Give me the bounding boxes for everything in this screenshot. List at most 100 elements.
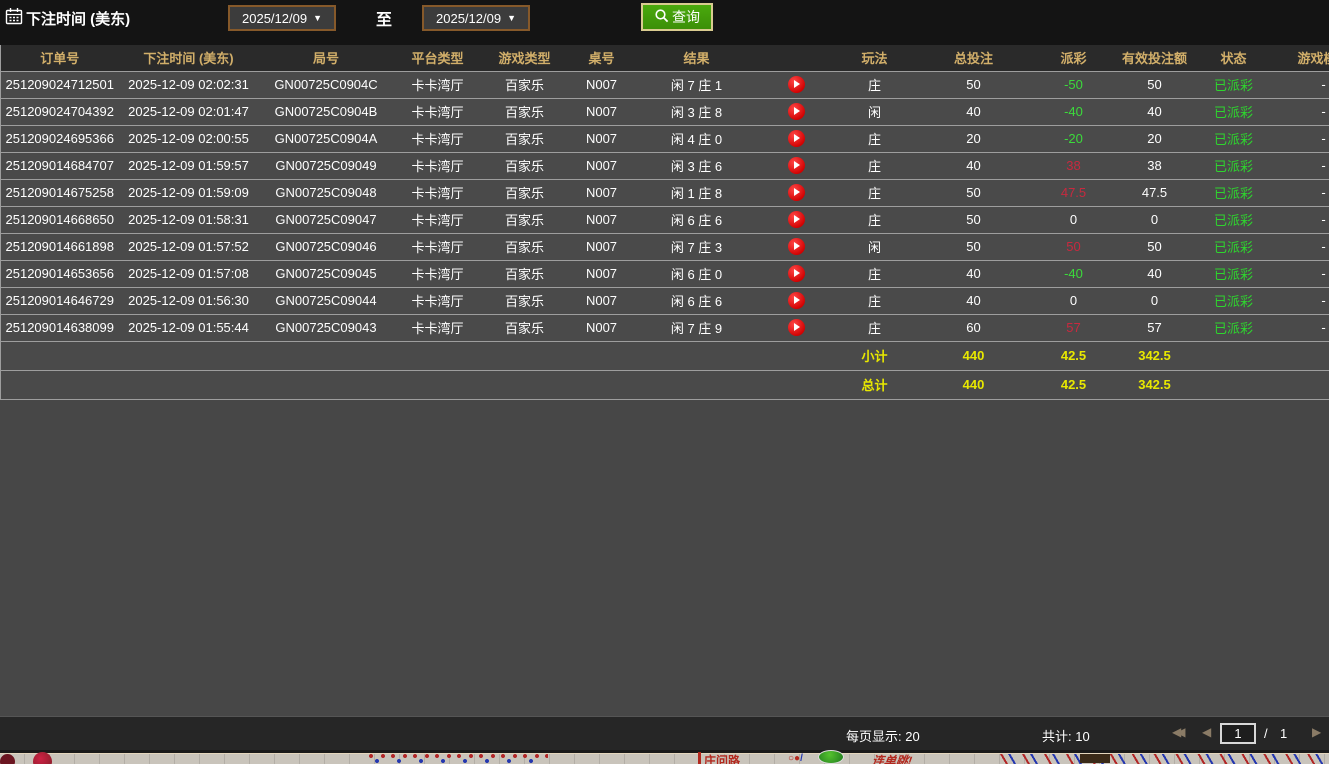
first-page-icon[interactable]: ◀◀ — [1172, 725, 1185, 739]
cell-status: 已派彩 — [1195, 98, 1272, 126]
cell-status: 已派彩 — [1195, 260, 1272, 288]
cell-time: 2025-12-09 01:59:09 — [118, 179, 259, 207]
empty-cell — [258, 370, 394, 400]
cell-status: 已派彩 — [1195, 125, 1272, 153]
road-ask-label: 庄问路 — [698, 752, 740, 764]
table-row: 251209024695366 2025-12-09 02:00:55 GN0072… — [0, 125, 1329, 153]
play-video-icon[interactable] — [788, 157, 805, 175]
streak-jump-label: 连单跳! — [870, 754, 913, 764]
cell-total_bet: 60 — [913, 314, 1034, 342]
date-to-value: 2025/12/09 — [436, 10, 502, 26]
play-video-icon[interactable] — [788, 184, 805, 202]
empty-cell — [567, 370, 636, 400]
play-triangle-icon — [794, 161, 800, 170]
cell-round: GN00725C09045 — [258, 260, 394, 288]
empty-cell — [393, 341, 482, 371]
play-video-icon[interactable] — [788, 130, 805, 148]
cell-order: 251209024704392 — [0, 98, 119, 126]
chevron-down-icon: ▼ — [507, 13, 516, 23]
background-game-strip: 庄问路 ○●/ 连单跳! — [0, 750, 1329, 764]
prev-page-icon[interactable]: ◀ — [1202, 725, 1212, 739]
empty-cell — [1195, 341, 1272, 371]
date-from-picker[interactable]: 2025/12/09 ▼ — [228, 5, 336, 31]
cell-result: 闲 4 庄 0 — [635, 125, 758, 153]
next-page-icon[interactable]: ▶ — [1312, 725, 1322, 739]
page-separator: / — [1264, 726, 1268, 741]
table-row: 251209014638099 2025-12-09 01:55:44 GN0072… — [0, 314, 1329, 342]
per-page-label: 每页显示: 20 — [846, 729, 920, 744]
cell-payout: -50 — [1033, 71, 1114, 99]
subtotal-row-label: 小计 — [835, 341, 914, 371]
cell-time: 2025-12-09 01:57:52 — [118, 233, 259, 261]
cell-status: 已派彩 — [1195, 314, 1272, 342]
page-number-input[interactable]: 1 — [1220, 723, 1256, 744]
cell-play: 庄 — [835, 287, 914, 315]
column-header-order: 订单号 — [0, 45, 119, 72]
cell-time: 2025-12-09 01:58:31 — [118, 206, 259, 234]
play-video-icon[interactable] — [788, 76, 805, 94]
play-video-icon[interactable] — [788, 292, 805, 310]
roadmap-strip — [0, 753, 1329, 764]
play-video-icon[interactable] — [788, 238, 805, 256]
grand-total-row-valid-bet: 342.5 — [1113, 370, 1196, 400]
cell-game_type: 百家乐 — [481, 71, 568, 99]
cell-payout: 57 — [1033, 314, 1114, 342]
column-header-status: 状态 — [1195, 45, 1272, 72]
chevron-down-icon: ▼ — [313, 13, 322, 23]
table-row: 251209014646729 2025-12-09 01:56:30 GN0072… — [0, 287, 1329, 315]
cell-result: 闲 7 庄 3 — [635, 233, 758, 261]
cell-payout: -20 — [1033, 125, 1114, 153]
cell-game_mode: - — [1271, 125, 1329, 153]
cell-time: 2025-12-09 01:59:57 — [118, 152, 259, 180]
cell-total_bet: 50 — [913, 206, 1034, 234]
column-header-game_type: 游戏类型 — [481, 45, 568, 72]
cell-valid_bet: 0 — [1113, 206, 1196, 234]
cell-payout: 0 — [1033, 206, 1114, 234]
chip-icon — [0, 754, 15, 764]
empty-cell — [481, 341, 568, 371]
play-triangle-icon — [794, 188, 800, 197]
grand-total-row-payout: 42.5 — [1033, 370, 1114, 400]
empty-cell — [1271, 341, 1329, 371]
play-video-icon[interactable] — [788, 103, 805, 121]
cell-status: 已派彩 — [1195, 206, 1272, 234]
cell-order: 251209024712501 — [0, 71, 119, 99]
play-triangle-icon — [794, 215, 800, 224]
play-video-icon[interactable] — [788, 265, 805, 283]
cell-result: 闲 6 庄 6 — [635, 287, 758, 315]
play-video-icon[interactable] — [788, 211, 805, 229]
grand-total-row-label: 总计 — [835, 370, 914, 400]
cell-total_bet: 50 — [913, 233, 1034, 261]
cell-result: 闲 7 庄 9 — [635, 314, 758, 342]
empty-cell — [118, 341, 259, 371]
cell-payout: 0 — [1033, 287, 1114, 315]
bet-time-filter-label: 下注时间 (美东) — [26, 11, 131, 28]
cell-table_no: N007 — [567, 125, 636, 153]
cell-valid_bet: 57 — [1113, 314, 1196, 342]
cell-status: 已派彩 — [1195, 287, 1272, 315]
cell-time: 2025-12-09 02:01:47 — [118, 98, 259, 126]
query-button[interactable]: 查询 — [641, 3, 713, 31]
date-to-picker[interactable]: 2025/12/09 ▼ — [422, 5, 530, 31]
play-triangle-icon — [794, 242, 800, 251]
cell-round: GN00725C09044 — [258, 287, 394, 315]
cell-valid_bet: 40 — [1113, 260, 1196, 288]
grand-total-row-total-bet: 440 — [913, 370, 1034, 400]
play-triangle-icon — [794, 80, 800, 89]
calendar-icon — [5, 7, 23, 30]
cell-table_no: N007 — [567, 260, 636, 288]
play-triangle-icon — [794, 107, 800, 116]
date-range-to-label: 至 — [376, 12, 393, 29]
column-header-game_mode: 游戏模式 — [1271, 45, 1329, 72]
cell-platform: 卡卡湾厅 — [393, 152, 482, 180]
cell-order: 251209014646729 — [0, 287, 119, 315]
cell-play: 庄 — [835, 152, 914, 180]
cell-status: 已派彩 — [1195, 71, 1272, 99]
cell-table_no: N007 — [567, 314, 636, 342]
cell-game_mode: - — [1271, 260, 1329, 288]
cell-video — [757, 152, 836, 180]
column-header-platform: 平台类型 — [393, 45, 482, 72]
play-video-icon[interactable] — [788, 319, 805, 337]
cell-order: 251209014638099 — [0, 314, 119, 342]
empty-cell — [757, 341, 836, 371]
